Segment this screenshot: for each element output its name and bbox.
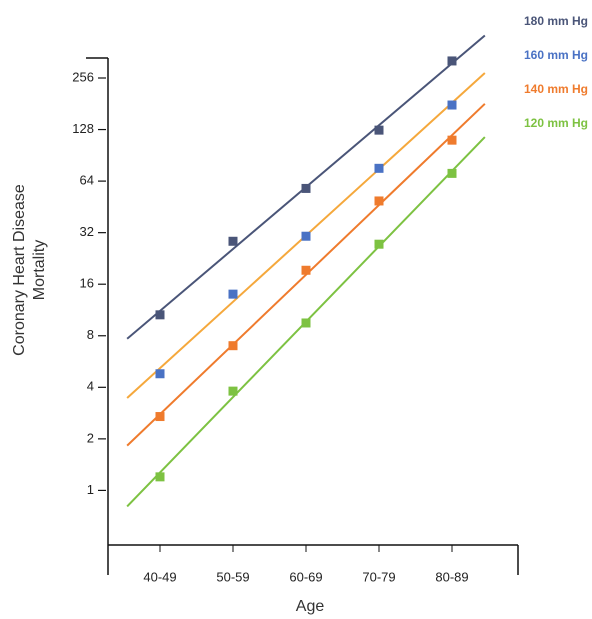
- y-tick-label: 256: [72, 69, 94, 84]
- marker: [448, 101, 457, 110]
- x-tick-label: 70-79: [362, 569, 395, 584]
- marker: [375, 196, 384, 205]
- y-tick-label: 128: [72, 121, 94, 136]
- marker: [302, 184, 311, 193]
- legend-entry: 160 mm Hg: [524, 48, 588, 62]
- x-tick-label: 50-59: [216, 569, 249, 584]
- legend-entry: 180 mm Hg: [524, 14, 588, 28]
- marker: [302, 232, 311, 241]
- x-tick-label: 80-89: [435, 569, 468, 584]
- y-tick-label: 2: [87, 430, 94, 445]
- y-tick-label: 32: [80, 224, 94, 239]
- marker: [156, 310, 165, 319]
- y-tick-label: 4: [87, 379, 94, 394]
- marker: [375, 126, 384, 135]
- x-tick-label: 60-69: [289, 569, 322, 584]
- marker: [229, 237, 238, 246]
- legend-entry: 140 mm Hg: [524, 82, 588, 96]
- marker: [156, 472, 165, 481]
- chart: Age Coronary Heart Disease Mortality 1 2 4…: [0, 0, 592, 619]
- y-axis-title-line: Mortality: [31, 240, 48, 300]
- marker: [229, 290, 238, 299]
- y-tick-label: 16: [80, 276, 94, 291]
- y-tick-label: 1: [87, 482, 94, 497]
- marker: [302, 318, 311, 327]
- marker: [375, 240, 384, 249]
- marker: [448, 136, 457, 145]
- y-tick-label: 8: [87, 327, 94, 342]
- marker: [448, 169, 457, 178]
- marker: [229, 341, 238, 350]
- x-axis-title: Age: [296, 598, 325, 615]
- marker: [156, 369, 165, 378]
- x-tick-label: 40-49: [143, 569, 176, 584]
- marker: [448, 56, 457, 65]
- y-tick-label: 64: [80, 173, 94, 188]
- marker: [156, 412, 165, 421]
- legend-entry: 120 mm Hg: [524, 116, 588, 130]
- marker: [375, 164, 384, 173]
- marker: [302, 266, 311, 275]
- y-axis-title-line: Coronary Heart Disease: [11, 184, 28, 356]
- y-axis-title: Coronary Heart Disease Mortality: [11, 184, 48, 356]
- marker: [229, 387, 238, 396]
